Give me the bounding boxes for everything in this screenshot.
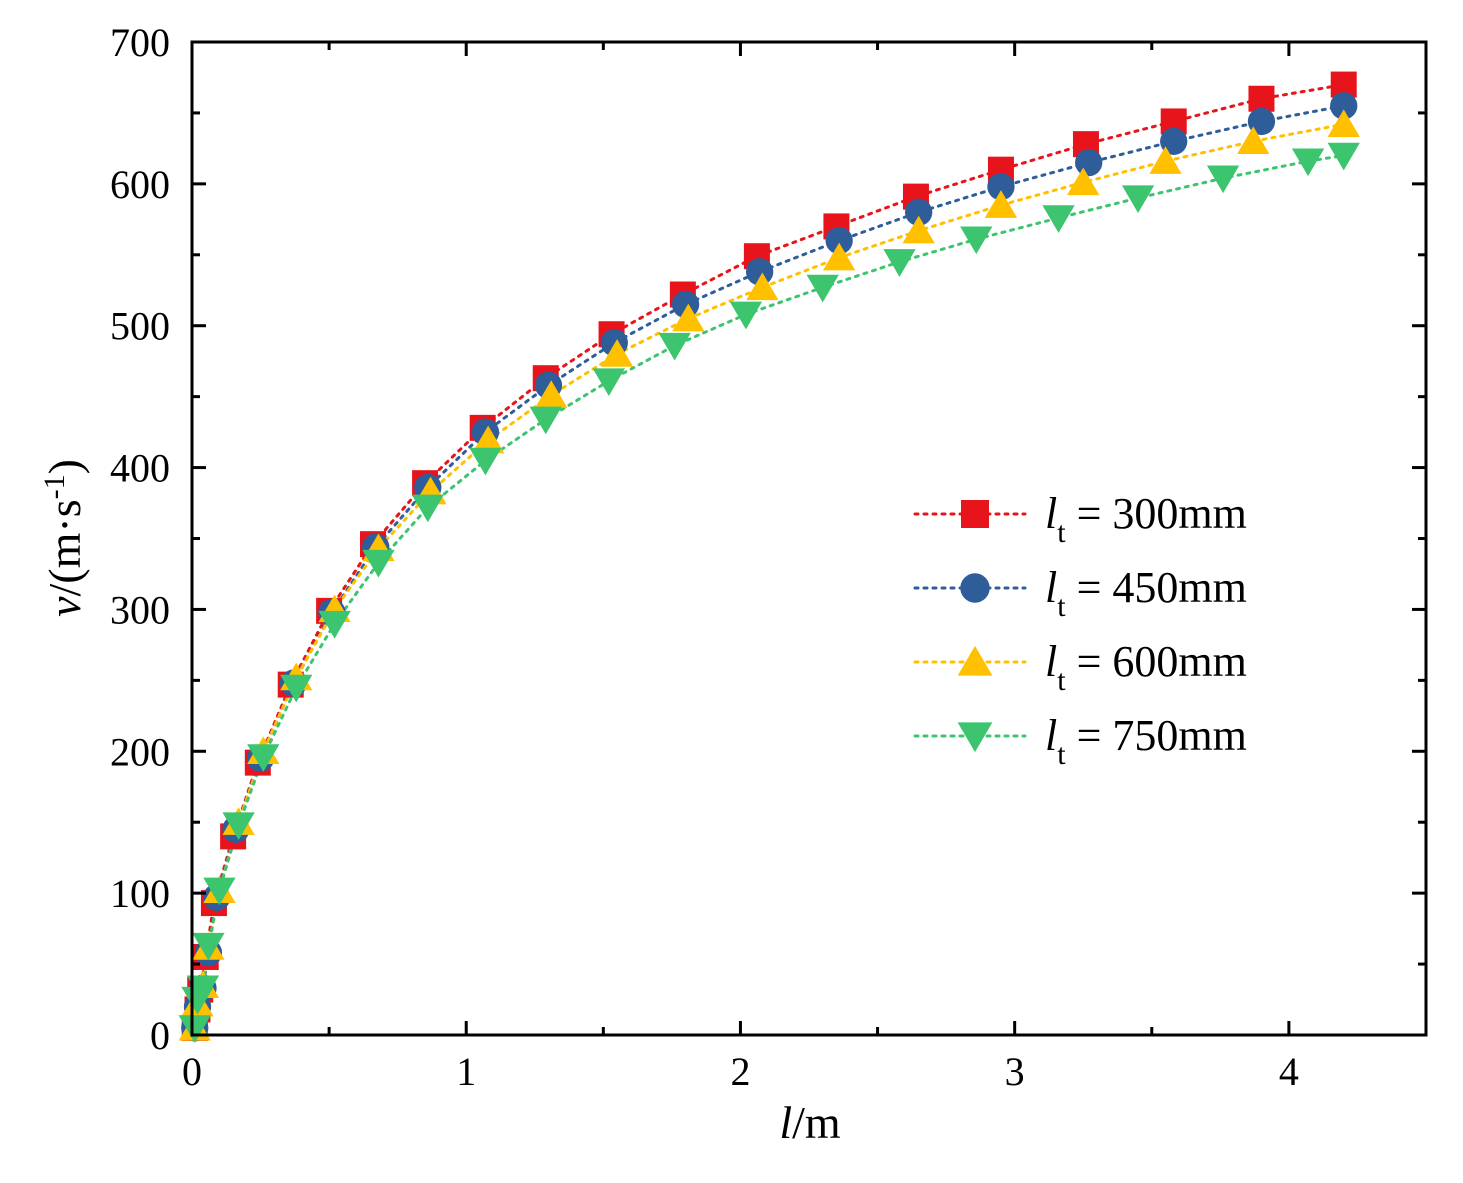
y-axis-title-close: ) [39, 459, 90, 474]
legend: lt = 300mm lt = 450mm lt = 600mm lt = 750mm [913, 489, 1247, 771]
y-tick-label: 400 [110, 446, 170, 491]
data-point [178, 1015, 211, 1043]
legend-marker [960, 573, 990, 603]
y-axis-title-unit: /(m·s [39, 499, 90, 596]
legend-item: lt = 450mm [913, 563, 1247, 623]
series-line-4 [193, 154, 1346, 1030]
x-tick-label: 0 [182, 1049, 202, 1094]
y-tick-label: 100 [110, 871, 170, 916]
data-point [746, 272, 779, 301]
data-point [280, 674, 313, 703]
data-point [535, 380, 568, 408]
data-point [203, 877, 236, 906]
data-point [592, 368, 625, 396]
legend-label: lt = 600mm [1045, 637, 1247, 697]
data-point [1327, 142, 1360, 171]
data-point [987, 173, 1015, 201]
y-tick-label: 700 [110, 20, 170, 65]
x-tick-label: 1 [456, 1049, 476, 1094]
legend-label: lt = 750mm [1045, 711, 1247, 771]
x-axis-title: l/m [779, 1097, 841, 1148]
x-tick-label: 4 [1279, 1049, 1299, 1094]
data-point [411, 494, 444, 523]
data-point [825, 226, 853, 255]
x-tick-label: 3 [1005, 1049, 1025, 1094]
legend-marker [961, 500, 989, 528]
data-point [672, 303, 705, 332]
data-point [192, 932, 225, 961]
data-point [823, 242, 856, 271]
x-axis-title-italic: l [779, 1097, 792, 1148]
axis-ticks [192, 42, 1428, 1035]
data-point [1206, 165, 1240, 194]
data-point [362, 549, 395, 578]
data-point [745, 258, 774, 286]
x-axis-title-unit: /m [792, 1097, 841, 1148]
data-point [984, 190, 1018, 218]
legend-item: lt = 600mm [913, 637, 1247, 697]
data-point [905, 198, 933, 226]
y-axis-title-superscript: -1 [38, 474, 71, 499]
data-point [600, 339, 634, 367]
data-point [806, 274, 839, 303]
data-point [186, 975, 220, 1004]
legend-label: lt = 450mm [1045, 563, 1247, 623]
x-tick-label: 2 [730, 1049, 750, 1094]
data-point [1327, 109, 1360, 137]
data-point [529, 406, 562, 435]
data-point [1247, 107, 1276, 136]
data-point [1121, 185, 1155, 213]
legend-item: lt = 300mm [913, 489, 1247, 549]
y-tick-label: 500 [110, 304, 170, 349]
data-point [658, 332, 691, 361]
data-point [318, 610, 351, 639]
series-markers-1 [181, 71, 1357, 1041]
data-point [1042, 205, 1075, 233]
y-tick-label: 0 [150, 1013, 170, 1058]
y-axis-title: v/(m·s-1) [38, 459, 90, 617]
data-point [1291, 148, 1325, 177]
data-point [1160, 127, 1188, 155]
data-point [247, 744, 280, 772]
data-point [902, 215, 935, 244]
legend-marker [957, 722, 993, 753]
data-point [469, 447, 502, 476]
y-tick-label: 200 [110, 729, 170, 774]
legend-marker [957, 645, 993, 676]
tick-labels: 0 1 2 3 4 0 100 200 300 400 500 600 700 [110, 20, 1299, 1094]
data-point [1330, 92, 1358, 120]
data-point [222, 812, 255, 841]
data-point [1075, 148, 1103, 177]
data-point [729, 301, 763, 330]
y-tick-label: 600 [110, 162, 170, 207]
y-axis-title-italic: v [39, 596, 90, 617]
series-line-1 [193, 83, 1346, 1030]
data-point [472, 425, 505, 454]
legend-item: lt = 750mm [913, 711, 1247, 771]
series-markers [178, 71, 1360, 1043]
data-point [1248, 85, 1275, 112]
data-point [1149, 146, 1182, 174]
legend-label: lt = 300mm [1045, 489, 1247, 549]
y-tick-label: 300 [110, 587, 170, 632]
data-point [1067, 167, 1100, 196]
data-point [960, 226, 993, 255]
series-markers-4 [178, 142, 1360, 1043]
data-point [883, 249, 916, 277]
data-point [1237, 126, 1270, 155]
